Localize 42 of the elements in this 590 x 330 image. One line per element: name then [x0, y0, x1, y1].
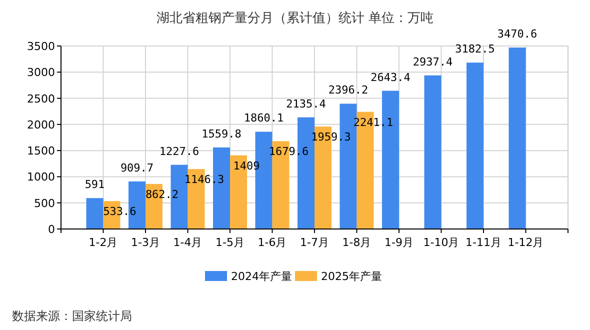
- x-tick-label: 1-3月: [131, 236, 160, 249]
- data-label: 2241.1: [353, 116, 394, 129]
- data-label: 1959.3: [311, 130, 351, 144]
- x-tick-label: 1-9月: [384, 236, 414, 249]
- x-tick-label: 1-2月: [88, 236, 118, 249]
- y-tick-label: 3000: [27, 66, 55, 80]
- x-tick-label: 1-10月: [423, 236, 460, 249]
- data-label: 2937.4: [412, 55, 453, 68]
- x-tick-label: 1-11月: [466, 236, 502, 249]
- data-label: 2643.4: [370, 70, 411, 84]
- data-label: 3182.5: [455, 42, 495, 56]
- y-tick-label: 2500: [27, 92, 55, 106]
- data-label: 1559.8: [202, 127, 242, 140]
- y-tick-label: 2000: [27, 118, 55, 132]
- bar: [86, 198, 104, 229]
- bar: [466, 62, 484, 229]
- data-label: 1227.6: [159, 144, 200, 158]
- x-tick-label: 1-8月: [342, 236, 372, 249]
- x-tick-label: 1-7月: [300, 236, 329, 249]
- chart-title: 湖北省粗钢产量分月（累计值）统计 单位：万吨: [156, 11, 434, 26]
- data-label: 2135.4: [286, 97, 326, 110]
- data-label: 1860.1: [244, 112, 284, 125]
- data-label: 1679.6: [268, 145, 309, 158]
- data-label: 3470.6: [497, 28, 538, 41]
- data-label: 591: [84, 178, 105, 192]
- data-label: 909.7: [120, 161, 154, 174]
- x-tick-label: 1-5月: [216, 236, 244, 249]
- y-tick-label: 3500: [27, 40, 55, 53]
- x-tick-label: 1-6月: [258, 236, 287, 249]
- legend-label: 2024年产量: [231, 270, 292, 283]
- data-label: 2396.2: [328, 84, 368, 97]
- data-label: 1146.3: [184, 173, 224, 186]
- legend-label: 2025年产量: [321, 270, 382, 283]
- x-tick-label: 1-12月: [508, 236, 544, 249]
- y-tick-label: 1000: [27, 170, 55, 184]
- y-tick-label: 1500: [27, 144, 55, 158]
- source-note: 数据来源：国家统计局: [12, 309, 132, 323]
- y-tick-label: 0: [48, 223, 55, 236]
- y-tick-label: 500: [34, 196, 55, 210]
- bar: [508, 48, 526, 229]
- x-tick-label: 1-4月: [173, 236, 202, 249]
- bar: [424, 75, 442, 229]
